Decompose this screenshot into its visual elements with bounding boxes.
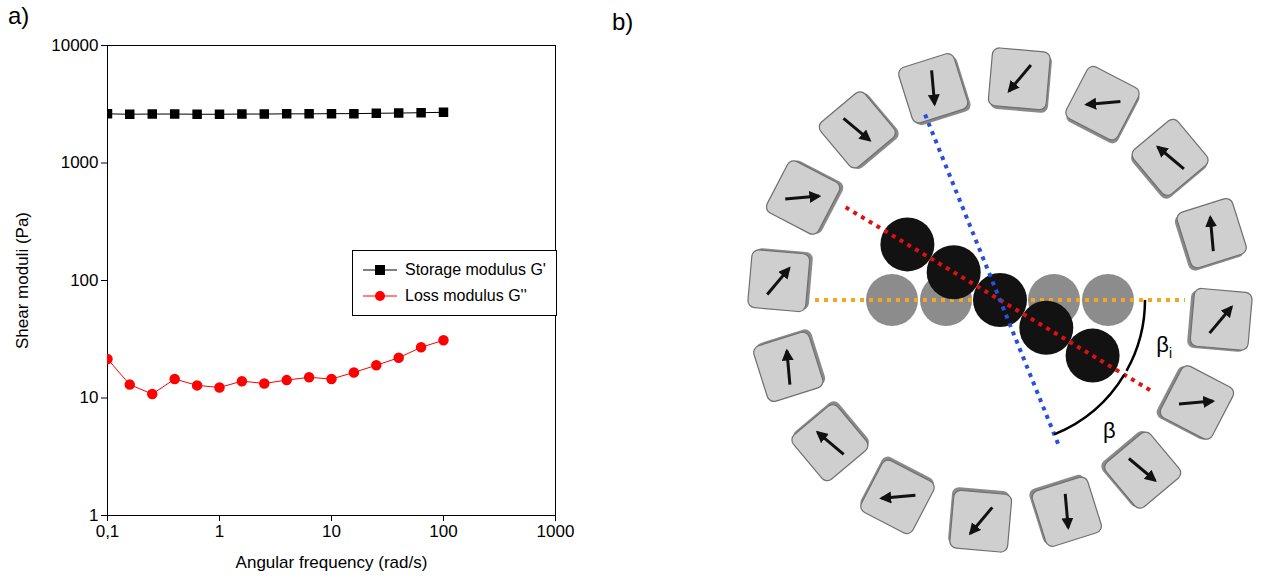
html-text:Loss modulus G'': Loss modulus G'' — [405, 287, 527, 304]
svg-text:100: 100 — [429, 522, 457, 541]
svg-text:10: 10 — [80, 388, 99, 407]
svg-text:1: 1 — [89, 505, 99, 525]
html-text:a): a) — [8, 2, 30, 29]
svg-text:0,1: 0,1 — [96, 522, 120, 541]
svg-text:Shear moduli (Pa): Shear moduli (Pa) — [13, 212, 32, 349]
svg-text:Angular frequency (rad/s): Angular frequency (rad/s) — [236, 553, 428, 572]
svg-text:1000: 1000 — [537, 522, 575, 541]
svg-text:10: 10 — [322, 522, 341, 541]
svg-text:1: 1 — [215, 522, 224, 541]
svg-text:β: β — [1103, 418, 1116, 443]
svg-text:1000: 1000 — [61, 153, 99, 172]
svg-text:b): b) — [612, 8, 633, 35]
html-text:Storage modulus G': Storage modulus G' — [405, 261, 546, 278]
svg-text:βi: βi — [1156, 332, 1172, 361]
svg-text:10000: 10000 — [51, 36, 98, 55]
svg-text:100: 100 — [70, 271, 98, 290]
